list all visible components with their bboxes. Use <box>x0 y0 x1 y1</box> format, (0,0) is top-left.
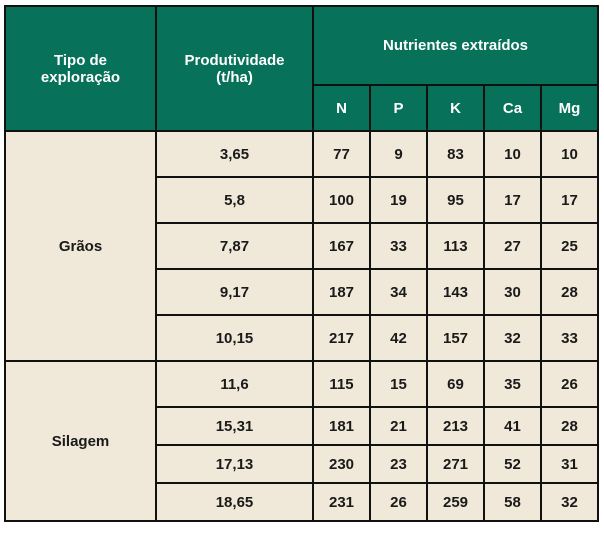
cell-p: 19 <box>369 176 428 224</box>
cell-mg: 32 <box>539 482 600 522</box>
header-text: Produtividade <box>184 51 285 69</box>
table-row: 18,65 231 26 259 58 32 <box>5 482 600 522</box>
cell-prod: 18,65 <box>155 482 314 522</box>
table-row: Grãos 3,65 77 9 83 10 10 <box>4 130 600 362</box>
cell-k: 83 <box>426 130 485 178</box>
table-row: 9,17 187 34 143 30 28 <box>5 268 600 316</box>
cell-mg: 17 <box>539 176 600 224</box>
cell-prod: 17,13 <box>155 444 314 484</box>
cell-n: 230 <box>312 444 371 484</box>
cell-p: 34 <box>369 268 428 316</box>
cell-p: 23 <box>369 444 428 484</box>
header-tipo-exploracao: Tipo de exploração <box>4 5 157 132</box>
cell-k: 213 <box>426 406 485 446</box>
cell-n: 187 <box>312 268 371 316</box>
cell-n: 217 <box>312 314 371 362</box>
cell-n: 100 <box>312 176 371 224</box>
cell-n: 77 <box>312 130 371 178</box>
cell-k: 157 <box>426 314 485 362</box>
cell-k: 143 <box>426 268 485 316</box>
cell-k: 259 <box>426 482 485 522</box>
table-row: 5,8 100 19 95 17 17 <box>5 176 600 224</box>
cell-p: 26 <box>369 482 428 522</box>
cell-ca: 35 <box>483 360 542 408</box>
cell-prod: 11,6 <box>155 360 314 408</box>
cell-mg: 28 <box>539 406 600 446</box>
table-row: 7,87 167 33 113 27 25 <box>5 222 600 270</box>
table-row: 10,15 217 42 157 32 33 <box>5 314 600 362</box>
cell-mg: 31 <box>539 444 600 484</box>
cell-ca: 17 <box>483 176 542 224</box>
cell-prod: 9,17 <box>155 268 314 316</box>
table-row: 15,31 181 21 213 41 28 <box>5 406 600 446</box>
cell-n: 181 <box>312 406 371 446</box>
cell-ca: 58 <box>483 482 542 522</box>
cell-p: 15 <box>369 360 428 408</box>
cell-ca: 41 <box>483 406 542 446</box>
header-text: Tipo de <box>53 51 108 69</box>
header-n: N <box>312 84 371 132</box>
cell-prod: 15,31 <box>155 406 314 446</box>
header-text: (t/ha) <box>216 68 253 86</box>
header-k: K <box>426 84 485 132</box>
cell-mg: 10 <box>539 130 600 178</box>
cell-k: 69 <box>426 360 485 408</box>
table-row: Silagem 11,6 115 15 69 35 26 <box>4 360 600 522</box>
header-produtividade: Produtividade (t/ha) <box>155 5 314 132</box>
cell-ca: 27 <box>483 222 542 270</box>
cell-p: 21 <box>369 406 428 446</box>
header-ca: Ca <box>483 84 542 132</box>
cell-mg: 28 <box>539 268 600 316</box>
group-label-graos: Grãos <box>4 130 157 362</box>
cell-prod: 10,15 <box>155 314 314 362</box>
cell-ca: 52 <box>483 444 542 484</box>
cell-prod: 3,65 <box>155 130 314 178</box>
cell-n: 115 <box>312 360 371 408</box>
header-p: P <box>369 84 428 132</box>
cell-k: 271 <box>426 444 485 484</box>
header-text: exploração <box>40 68 121 86</box>
cell-mg: 26 <box>539 360 600 408</box>
cell-k: 113 <box>426 222 485 270</box>
header-mg: Mg <box>539 84 600 132</box>
cell-mg: 33 <box>539 314 600 362</box>
cell-ca: 10 <box>483 130 542 178</box>
cell-p: 42 <box>369 314 428 362</box>
nutrient-extraction-table: Tipo de exploração Produtividade (t/ha) … <box>4 5 600 522</box>
cell-n: 231 <box>312 482 371 522</box>
cell-prod: 5,8 <box>155 176 314 224</box>
header-nutrientes-extraidos: Nutrientes extraídos <box>311 5 600 86</box>
cell-ca: 32 <box>483 314 542 362</box>
cell-p: 33 <box>369 222 428 270</box>
table-row: 17,13 230 23 271 52 31 <box>5 444 600 484</box>
group-label-silagem: Silagem <box>4 360 157 522</box>
cell-prod: 7,87 <box>155 222 314 270</box>
cell-k: 95 <box>426 176 485 224</box>
cell-n: 167 <box>312 222 371 270</box>
cell-mg: 25 <box>539 222 600 270</box>
cell-p: 9 <box>369 130 428 178</box>
cell-ca: 30 <box>483 268 542 316</box>
